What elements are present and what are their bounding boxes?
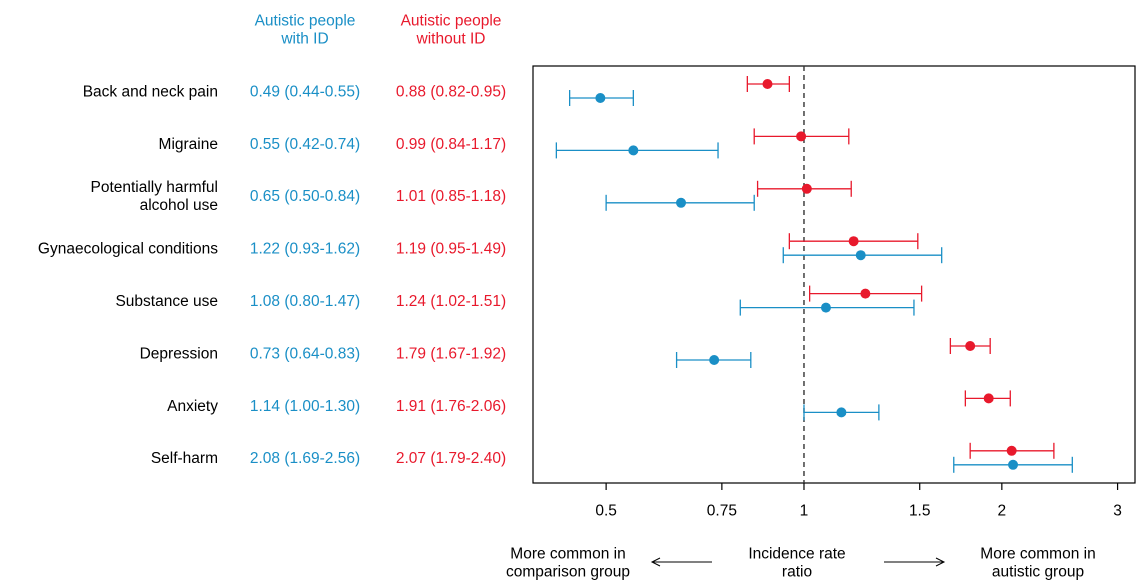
bottom-label-left-line: More common in <box>510 545 625 562</box>
point-estimate <box>628 145 639 156</box>
row-label-line: Substance use <box>115 293 218 310</box>
estimate-text-with-id: 1.08 (0.80-1.47) <box>250 293 360 310</box>
point-estimate <box>1006 445 1017 456</box>
x-tick-label: 3 <box>1113 502 1122 519</box>
estimate-text-without-id: 1.24 (1.02-1.51) <box>396 293 506 310</box>
x-tick-label: 1 <box>800 502 809 519</box>
point-estimate <box>836 407 847 418</box>
series-header-with_id-line: Autistic people <box>255 12 356 29</box>
ci-mark-with-id <box>568 90 634 106</box>
row-label-line: Depression <box>140 345 218 362</box>
series-header-with_id-line: with ID <box>280 30 328 47</box>
ci-mark-with-id <box>605 194 755 211</box>
row-label-line: Anxiety <box>167 398 218 415</box>
series-header-without_id-line: Autistic people <box>401 12 502 29</box>
point-estimate <box>801 183 812 194</box>
bottom-label-right-line: autistic group <box>992 563 1084 580</box>
point-estimate <box>983 393 994 404</box>
ci-mark-without-id <box>753 128 850 145</box>
point-estimate <box>796 131 807 142</box>
estimate-text-with-id: 2.08 (1.69-2.56) <box>250 450 360 467</box>
estimate-text-without-id: 1.19 (0.95-1.49) <box>396 241 506 258</box>
bottom-label-center: Incidence rate ratio <box>748 545 845 580</box>
x-axis: 0.5 0.75 1 1.5 2 3 <box>595 483 1122 519</box>
arrow-right-head <box>935 557 946 567</box>
ci-mark-without-id <box>949 338 991 354</box>
x-tick-label: 2 <box>998 502 1007 519</box>
x-tick-label: 0.5 <box>595 502 617 519</box>
row-label-line: Self-harm <box>151 450 218 467</box>
row-label: Migraine <box>159 136 218 153</box>
point-estimate <box>848 236 859 247</box>
estimate-text-without-id: 1.01 (0.85-1.18) <box>396 188 506 205</box>
row-label: Substance use <box>115 293 218 310</box>
estimate-text-with-id: 0.49 (0.44-0.55) <box>250 83 360 100</box>
estimate-text-with-id: 0.73 (0.64-0.83) <box>250 345 360 362</box>
ci-mark-with-id <box>953 456 1073 473</box>
row-label-line: Back and neck pain <box>83 83 218 100</box>
estimate-text-without-id: 0.99 (0.84-1.17) <box>396 136 506 153</box>
ci-mark-with-id <box>782 247 943 264</box>
point-estimate <box>860 288 871 299</box>
series-header-without_id-line: without ID <box>416 30 486 47</box>
point-estimate <box>709 355 720 365</box>
row-labels: Back and neck pain Migraine Potentially ha… <box>38 83 218 467</box>
series-header-with_id: Autistic people with ID <box>255 12 356 47</box>
row-label-line: Gynaecological conditions <box>38 241 218 258</box>
row-label: Potentially harmful alcohol use <box>90 179 218 214</box>
ci-mark-with-id <box>803 404 880 421</box>
ci-mark-without-id <box>746 76 790 92</box>
bottom-annotations: More common in comparison groupIncidence … <box>506 545 1096 580</box>
ci-mark-with-id <box>675 352 752 368</box>
row-label-line: Migraine <box>159 136 218 153</box>
row-label-line: Potentially harmful <box>90 179 218 196</box>
series-header-without_id: Autistic people without ID <box>401 12 502 47</box>
bottom-label-left: More common in comparison group <box>506 545 630 580</box>
bottom-label-left-line: comparison group <box>506 563 630 580</box>
estimate-text-with-id: 1.14 (1.00-1.30) <box>250 398 360 415</box>
estimate-texts: 0.49 (0.44-0.55) 0.88 (0.82-0.95) 0.55 (0.… <box>250 83 506 467</box>
ci-mark-without-id <box>756 180 852 197</box>
point-estimate <box>676 197 687 208</box>
point-estimate <box>820 302 831 313</box>
ci-mark-without-id <box>969 442 1055 459</box>
estimate-text-with-id: 1.22 (0.93-1.62) <box>250 241 360 258</box>
row-label: Back and neck pain <box>83 83 218 100</box>
plot-marks <box>555 76 1073 473</box>
row-label: Depression <box>140 345 218 362</box>
ci-mark-without-id <box>788 233 919 250</box>
row-label: Gynaecological conditions <box>38 241 218 258</box>
estimate-text-with-id: 0.55 (0.42-0.74) <box>250 136 360 153</box>
x-tick-label: 1.5 <box>909 502 931 519</box>
point-estimate <box>595 93 606 103</box>
ci-mark-without-id <box>808 285 923 302</box>
point-estimate <box>762 79 773 89</box>
row-label: Self-harm <box>151 450 218 467</box>
point-estimate <box>965 341 976 351</box>
bottom-label-center-line: ratio <box>782 563 812 580</box>
ci-mark-with-id <box>555 142 719 159</box>
bottom-label-center-line: Incidence rate <box>748 545 845 562</box>
estimate-text-without-id: 1.79 (1.67-1.92) <box>396 345 506 362</box>
arrow-left-head <box>650 557 661 567</box>
estimate-text-with-id: 0.65 (0.50-0.84) <box>250 188 360 205</box>
point-estimate <box>1008 459 1019 470</box>
x-tick-label: 0.75 <box>707 502 737 519</box>
estimate-text-without-id: 0.88 (0.82-0.95) <box>396 83 506 100</box>
bottom-label-right-line: More common in <box>980 545 1095 562</box>
ci-mark-with-id <box>739 299 915 316</box>
ci-mark-without-id <box>964 390 1011 407</box>
row-label-line: alcohol use <box>140 197 218 214</box>
row-label: Anxiety <box>167 398 218 415</box>
estimate-text-without-id: 1.91 (1.76-2.06) <box>396 398 506 415</box>
estimate-text-without-id: 2.07 (1.79-2.40) <box>396 450 506 467</box>
point-estimate <box>855 250 866 261</box>
plot-area-frame <box>532 65 1136 484</box>
bottom-label-right: More common in autistic group <box>980 545 1095 580</box>
